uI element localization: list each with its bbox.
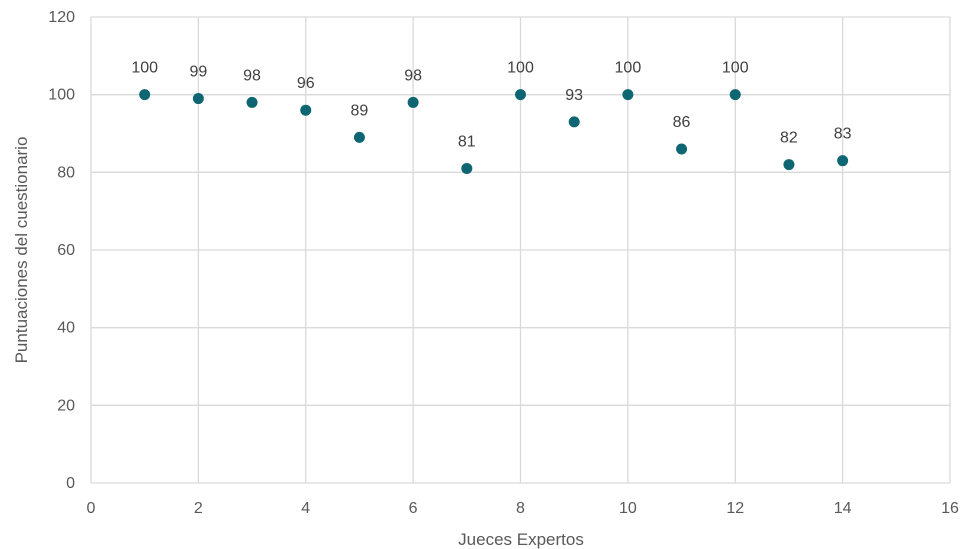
x-tick-label: 2 <box>194 500 203 517</box>
data-label: 82 <box>780 130 798 147</box>
data-point <box>729 89 741 101</box>
data-label: 96 <box>297 75 315 92</box>
x-tick-label: 4 <box>301 500 310 517</box>
y-tick-label: 20 <box>57 397 75 414</box>
data-point <box>407 96 419 108</box>
y-tick-label: 100 <box>48 87 75 104</box>
x-tick-label: 0 <box>87 500 96 517</box>
data-label: 98 <box>404 67 422 84</box>
data-label: 100 <box>131 60 158 77</box>
x-axis-title: Jueces Expertos <box>458 530 584 549</box>
data-point <box>353 131 365 143</box>
data-label: 100 <box>615 60 642 77</box>
data-point <box>246 96 258 108</box>
gridlines <box>91 16 951 483</box>
data-points <box>139 89 849 174</box>
axes: 0 20 40 60 80 100 120 0 2 4 6 8 10 12 14 16 <box>48 9 959 517</box>
data-label: 99 <box>189 64 207 81</box>
data-labels: 100 99 98 96 89 98 81 100 93 100 86 100 82 83 <box>131 60 851 151</box>
data-point <box>568 116 580 128</box>
data-label: 81 <box>458 133 476 150</box>
data-point <box>300 104 312 116</box>
data-label: 93 <box>565 87 583 104</box>
data-label: 89 <box>351 102 369 119</box>
data-label: 100 <box>507 60 534 77</box>
x-tick-label: 6 <box>409 500 418 517</box>
data-label: 100 <box>722 60 749 77</box>
data-point <box>139 89 151 101</box>
x-tick-label: 10 <box>619 500 637 517</box>
data-point <box>515 89 526 101</box>
data-label: 83 <box>834 126 852 143</box>
data-point <box>461 162 473 174</box>
data-point <box>192 93 204 105</box>
y-tick-label: 40 <box>57 320 75 337</box>
x-tick-label: 16 <box>941 500 959 517</box>
y-tick-label: 120 <box>48 9 75 26</box>
y-tick-label: 0 <box>66 475 75 492</box>
y-axis-title: Puntuaciones del cuestionario <box>12 137 31 364</box>
data-label: 86 <box>673 114 691 131</box>
y-tick-label: 60 <box>57 242 75 259</box>
y-tick-label: 80 <box>57 164 75 181</box>
data-point <box>622 89 634 101</box>
x-tick-label: 8 <box>516 500 525 517</box>
data-label: 98 <box>243 67 261 84</box>
x-tick-label: 14 <box>834 500 852 517</box>
x-tick-label: 12 <box>726 500 744 517</box>
data-point <box>676 143 688 155</box>
data-point <box>783 159 795 171</box>
data-point <box>837 155 849 167</box>
